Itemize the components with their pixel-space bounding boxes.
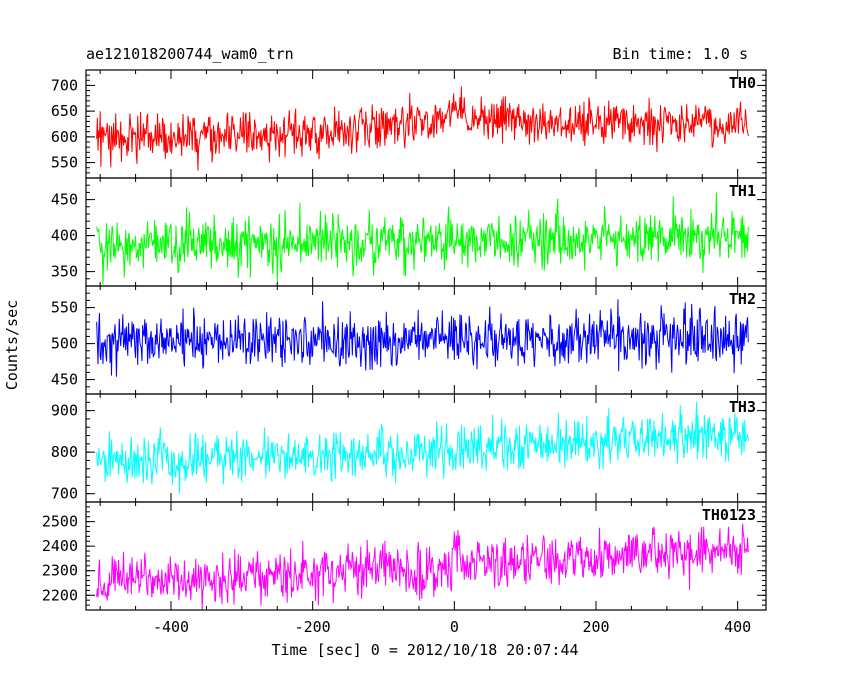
- y-tick-label: 2400: [42, 537, 78, 555]
- panel-label-th2: TH2: [729, 290, 756, 308]
- y-tick-label: 450: [51, 191, 78, 209]
- y-tick-label: 800: [51, 443, 78, 461]
- panel-th0: 550 600 650 700 TH0: [51, 69, 767, 179]
- y-tick-label: 550: [51, 154, 78, 172]
- panel-stack: 550 600 650 700 TH0 350 400 450 TH1 450 500 550 TH2 7…: [42, 69, 767, 611]
- y-tick-label: 400: [51, 227, 78, 245]
- panel-th2: 450 500 550 TH2: [51, 285, 767, 395]
- series-line-th0: [96, 86, 749, 171]
- panel-label-th1: TH1: [729, 182, 756, 200]
- y-tick-label: 2500: [42, 513, 78, 531]
- bin-time-label: Bin time: 1.0 s: [613, 45, 748, 63]
- series-line-th3: [96, 402, 749, 494]
- y-tick-label: 2200: [42, 586, 78, 604]
- y-tick-label: 700: [51, 76, 78, 94]
- y-tick-label: 600: [51, 128, 78, 146]
- chart-title: ae121018200744_wam0_trn: [86, 45, 294, 63]
- x-tick-label: 400: [724, 618, 751, 636]
- x-tick-label: 200: [582, 618, 609, 636]
- y-tick-label: 650: [51, 102, 78, 120]
- x-tick-label: -200: [295, 618, 331, 636]
- series-line-th2: [96, 299, 749, 377]
- x-axis-label: Time [sec] 0 = 2012/10/18 20:07:44: [271, 641, 578, 659]
- panel-label-th0123: TH0123: [702, 506, 756, 524]
- y-tick-label: 2300: [42, 562, 78, 580]
- y-tick-label: 350: [51, 263, 78, 281]
- y-tick-label: 900: [51, 402, 78, 420]
- panel-label-th3: TH3: [729, 398, 756, 416]
- y-axis-label: Counts/sec: [3, 300, 21, 390]
- panel-th3: 700 800 900 TH3: [51, 393, 767, 503]
- y-tick-label: 500: [51, 335, 78, 353]
- x-tick-label: -400: [153, 618, 189, 636]
- panel-th0123: 2200 2300 2400 2500 TH0123: [42, 501, 767, 611]
- y-tick-label: 450: [51, 371, 78, 389]
- panel-frame: [85, 177, 767, 287]
- x-tick-label: 0: [450, 618, 459, 636]
- panel-label-th0: TH0: [729, 74, 756, 92]
- series-line-th0123: [96, 523, 749, 610]
- y-tick-label: 550: [51, 299, 78, 317]
- panel-th1: 350 400 450 TH1: [51, 177, 767, 287]
- x-axis: -400 -200 0 200 400: [153, 618, 751, 636]
- y-tick-label: 700: [51, 485, 78, 503]
- series-line-th1: [96, 192, 749, 285]
